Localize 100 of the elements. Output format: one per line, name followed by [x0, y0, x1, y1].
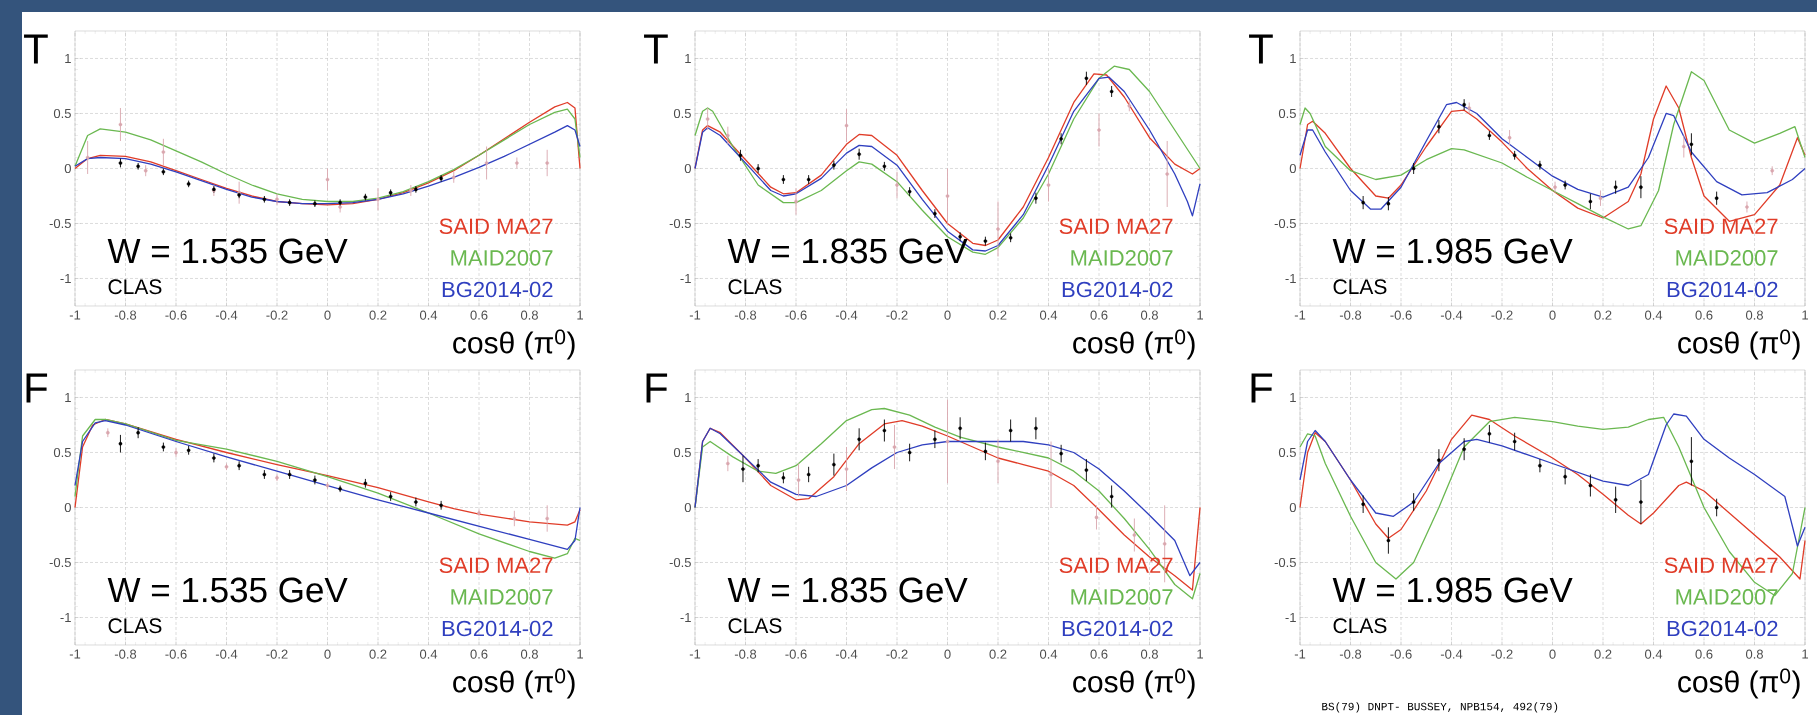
point	[451, 175, 456, 180]
y-axis-title: F	[1251, 373, 1273, 403]
y-tick-label: 0	[64, 163, 71, 174]
x-tick-label: -0.2	[886, 310, 908, 320]
x-axis-title: cosθ (π$^{0}$)	[1678, 329, 1800, 360]
series-label: MAID2007	[1071, 589, 1173, 605]
x-tick-label: -0.6	[1390, 649, 1412, 659]
x-axis-title: cosθ (π$^{0}$)	[1073, 668, 1195, 699]
x-tick-label: -0.8	[1339, 649, 1362, 659]
text: BG2014-02	[1062, 620, 1173, 637]
x-tick-label: 0.4	[419, 649, 438, 659]
x-tick-label: 0	[944, 310, 951, 320]
point	[545, 161, 549, 165]
point	[945, 439, 950, 444]
x-tick-label: 1	[1197, 310, 1203, 320]
point	[1588, 199, 1593, 204]
y-tick-label: 0.5	[53, 447, 71, 458]
text: MAID2007	[451, 250, 553, 266]
y-tick-label: 0.5	[1278, 108, 1296, 119]
point	[1487, 432, 1492, 436]
text: CLAS	[728, 618, 782, 634]
series-label: SAID MA27	[1664, 218, 1778, 235]
point	[85, 155, 90, 160]
x-tick-label: 0.4	[1644, 649, 1663, 659]
point	[1084, 468, 1089, 472]
x-tick-label: -0.2	[1491, 310, 1513, 320]
x-tick-label: -0.4	[1440, 310, 1463, 320]
point	[1109, 494, 1114, 499]
point	[738, 153, 743, 158]
x-tick-label: 0	[324, 649, 331, 659]
point	[726, 133, 730, 138]
point	[741, 467, 745, 471]
point	[794, 199, 798, 204]
point	[1588, 483, 1593, 488]
x-tick-label: 1	[1802, 649, 1809, 659]
x-tick-label: 0.2	[369, 649, 387, 659]
text: BG2014-02	[1062, 281, 1173, 298]
annotation: W = 1.835 GeV	[727, 577, 968, 603]
point	[1745, 205, 1749, 209]
point	[1361, 200, 1365, 205]
y-axis-title: T	[24, 34, 48, 64]
y-tick-label: 0	[684, 502, 691, 513]
x-tick-label: 0	[944, 649, 951, 659]
point	[996, 459, 1000, 464]
point	[1437, 124, 1441, 129]
point	[136, 430, 140, 435]
point	[1034, 426, 1038, 431]
point	[1714, 196, 1719, 200]
point	[781, 476, 786, 480]
text: MAID2007	[1071, 250, 1173, 266]
point	[726, 461, 730, 466]
point	[1462, 102, 1466, 107]
x-tick-label: 0.8	[520, 310, 538, 320]
x-tick-label: 0.2	[989, 649, 1007, 659]
x-tick-label: 0	[1549, 649, 1556, 659]
y-axis-title: F	[646, 373, 668, 403]
x-tick-label: 0.2	[1594, 649, 1612, 659]
x-axis-title: cosθ (π$^{0}$)	[453, 329, 575, 360]
x-tick-label: -0.8	[114, 649, 137, 659]
x-tick-label: 0.4	[419, 310, 438, 320]
y-tick-label: 0.5	[673, 447, 691, 458]
point	[832, 462, 836, 467]
point	[756, 463, 760, 468]
series-label: MAID2007	[451, 589, 553, 605]
x-tick-label: 0.8	[1745, 310, 1763, 320]
series-label: SAID MA27	[1059, 218, 1173, 235]
x-tick-label: -0.2	[886, 649, 908, 659]
point	[275, 197, 279, 202]
x-tick-label: 1	[577, 310, 583, 320]
point	[325, 177, 330, 182]
y-tick-label: -1	[60, 274, 71, 283]
text: BG2014-02	[1667, 620, 1778, 637]
point	[844, 467, 849, 471]
annotation: W = 1.985 GeV	[1332, 577, 1573, 603]
x-tick-label: 0.2	[369, 310, 387, 320]
text: CLAS	[1333, 618, 1387, 634]
point	[1507, 135, 1512, 140]
point	[1049, 472, 1053, 477]
x-tick-label: 0.4	[1644, 310, 1663, 320]
x-tick-label: -0.8	[114, 310, 137, 320]
y-tick-label: 1	[1290, 54, 1296, 63]
y-tick-label: 0	[1289, 502, 1296, 513]
point	[907, 450, 912, 455]
point	[512, 516, 517, 521]
x-tick-label: 0.6	[1695, 310, 1713, 320]
annotation: W = 1.985 GeV	[1332, 238, 1573, 264]
x-tick-label: 0.2	[1594, 310, 1612, 320]
x-tick-label: 0.6	[470, 310, 488, 320]
point	[1538, 463, 1542, 468]
series-label: MAID2007	[1676, 589, 1778, 605]
point	[1411, 166, 1416, 171]
y-tick-label: -0.5	[49, 557, 71, 568]
point	[1165, 172, 1169, 176]
x-tick-label: 0.8	[1140, 310, 1158, 320]
y-tick-label: -1	[680, 274, 691, 283]
point	[1553, 185, 1557, 189]
point	[895, 183, 899, 187]
y-axis-title: F	[26, 373, 48, 403]
series-label: MAID2007	[1676, 250, 1778, 266]
y-tick-label: -0.5	[1274, 218, 1296, 229]
